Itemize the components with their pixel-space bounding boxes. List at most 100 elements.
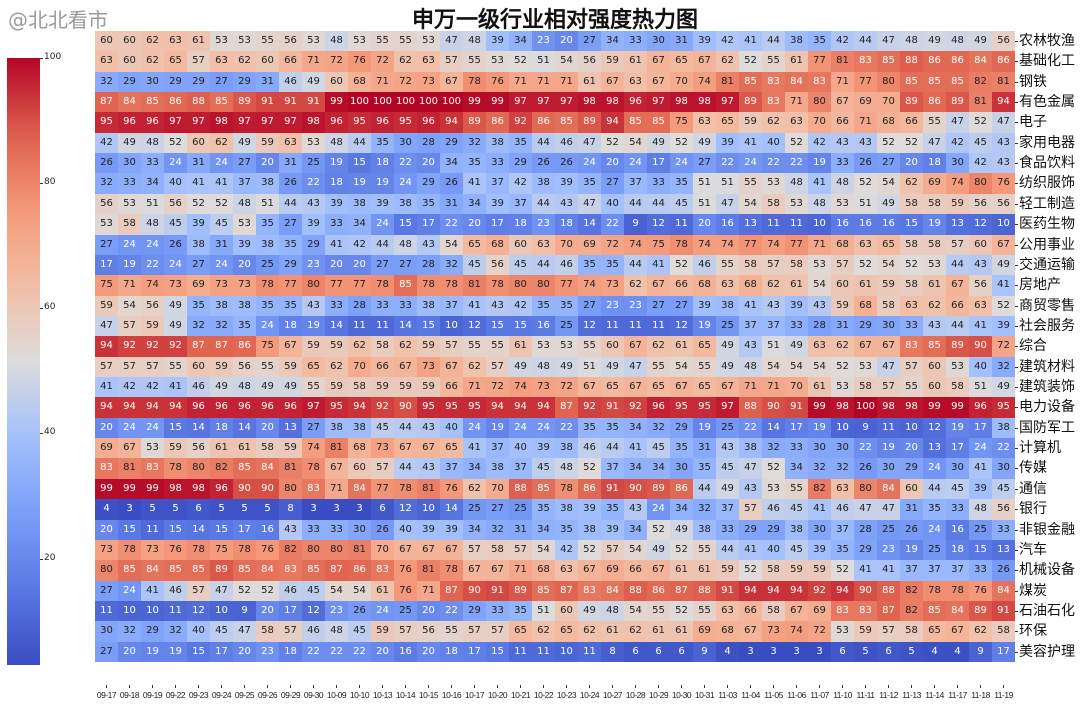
heatmap-cell: 67 [831,92,854,113]
heatmap-cell: 98 [187,478,210,500]
heatmap-cell: 60 [923,356,946,378]
heatmap-cell: 54 [808,275,831,296]
heatmap-cell: 65 [601,377,624,398]
heatmap-cell: 80 [854,478,877,500]
heatmap-cell: 81 [831,51,854,72]
heatmap-cell: 17 [210,641,233,662]
heatmap-cell: 17 [233,519,256,540]
heatmap-cell: 96 [210,478,233,500]
heatmap-cell: 87 [187,336,210,357]
heatmap-cell: 24 [371,214,394,235]
heatmap-cell: 78 [256,275,279,296]
heatmap-cell: 67 [647,51,670,72]
heatmap-cell: 5 [233,499,256,520]
heatmap-cell: 53 [831,621,854,642]
row-label: 银行 [1015,499,1047,519]
heatmap-cell: 73 [233,275,256,296]
heatmap-cell: 27 [187,254,210,276]
column-label: 11-14 [923,685,946,700]
heatmap-cell: 54 [118,295,141,316]
heatmap-cell: 40 [440,417,463,439]
heatmap-cell: 57 [900,356,923,378]
heatmap-cell: 57 [440,336,463,357]
heatmap-cell: 94 [486,397,509,418]
heatmap-cell: 67 [946,621,969,642]
heatmap-cell: 25 [463,499,486,520]
heatmap-cell: 85 [923,600,946,622]
heatmap-cell: 54 [624,600,647,622]
heatmap-cell: 41 [877,560,900,581]
column-label: 11-17 [946,685,969,700]
heatmap-cell: 62 [923,295,946,316]
row-label: 基础化工 [1015,51,1075,71]
heatmap-cell: 91 [256,92,279,113]
heatmap-cell: 84 [256,458,279,479]
heatmap-cell: 55 [900,377,923,398]
heatmap-cell: 20 [417,641,440,662]
heatmap-cell: 96 [141,112,164,133]
heatmap-cell: 16 [716,214,739,235]
heatmap-cell: 84 [601,580,624,601]
heatmap-cell: 38 [325,417,348,439]
heatmap-cell: 39 [417,519,440,540]
heatmap-cell: 35 [509,600,532,622]
heatmap-cell: 3 [302,499,325,520]
heatmap-cell: 55 [647,356,670,378]
column-label: 11-11 [854,685,877,700]
heatmap-cell: 96 [210,397,233,418]
heatmap-cell: 78 [440,275,463,296]
heatmap-grid: 60 60 62 63 61 53 53 55 56 53 48 53 55 55 53 47 48 39 34 23… [95,31,1015,662]
heatmap-cell: 34 [463,519,486,540]
heatmap-cell: 81 [716,71,739,93]
heatmap-cell: 63 [532,234,555,255]
heatmap-cell: 52 [164,132,187,154]
heatmap-cell: 38 [716,295,739,316]
heatmap-cell: 62 [900,173,923,194]
heatmap-cell: 49 [164,295,187,316]
heatmap-cell: 34 [532,519,555,540]
heatmap-cell: 35 [578,254,601,276]
heatmap-cell: 88 [624,580,647,601]
heatmap-cell: 81 [279,458,302,479]
heatmap-cell: 39 [693,31,716,52]
heatmap-cell: 20 [233,254,256,276]
heatmap-cell: 94 [95,397,118,418]
heatmap-cell: 53 [808,254,831,276]
heatmap-cell: 65 [923,621,946,642]
heatmap-cell: 59 [279,438,302,459]
heatmap-cell: 14 [394,315,417,337]
heatmap-cell: 49 [923,31,946,52]
heatmap-cell: 29 [463,600,486,622]
heatmap-cell: 57 [95,356,118,378]
heatmap-cell: 14 [233,417,256,439]
heatmap-cell: 55 [256,356,279,378]
heatmap-cell: 13 [992,539,1015,561]
heatmap-cell: 47 [877,499,900,520]
heatmap-cell: 78 [302,458,325,479]
heatmap-cell: 96 [256,397,279,418]
heatmap-cell: 42 [808,132,831,154]
heatmap-cell: 55 [463,336,486,357]
heatmap-cell: 41 [95,377,118,398]
heatmap-cell: 96 [371,112,394,133]
heatmap-cell: 89 [233,92,256,113]
heatmap-cell: 47 [440,31,463,52]
heatmap-cell: 51 [716,173,739,194]
heatmap-cell: 62 [348,336,371,357]
heatmap-cell: 20 [693,214,716,235]
heatmap-cell: 22 [302,641,325,662]
heatmap-cell: 35 [923,499,946,520]
heatmap-cell: 16 [256,519,279,540]
heatmap-cell: 44 [946,254,969,276]
heatmap-cell: 55 [693,539,716,561]
row-label: 公用事业 [1015,235,1075,255]
heatmap-cell: 92 [371,397,394,418]
row-label: 社会服务 [1015,316,1075,336]
heatmap-cell: 57 [118,315,141,337]
heatmap-cell: 53 [233,31,256,52]
heatmap-cell: 63 [555,560,578,581]
heatmap-cell: 56 [187,438,210,459]
heatmap-cell: 42 [555,539,578,561]
heatmap-cell: 76 [992,173,1015,194]
heatmap-cell: 97 [164,112,187,133]
